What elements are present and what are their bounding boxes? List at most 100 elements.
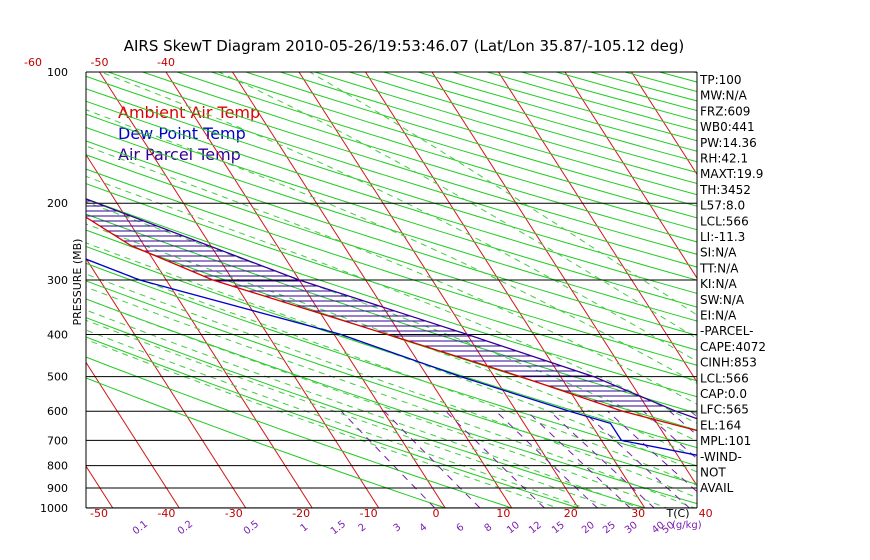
dry-adiabat-line bbox=[86, 280, 697, 485]
moist-adiabat-line bbox=[309, 72, 697, 316]
index-item: -PARCEL- bbox=[700, 324, 754, 338]
mixing-ratio-line bbox=[495, 410, 599, 508]
mixing-ratio-line bbox=[582, 410, 691, 508]
ambient-air-temp-line bbox=[86, 216, 697, 432]
top-temp-tick-label: -60 bbox=[24, 56, 42, 69]
moist-adiabat-line bbox=[86, 273, 697, 499]
mixing-ratio-label: 12 bbox=[527, 520, 544, 537]
mixing-ratio-line bbox=[340, 410, 436, 508]
moist-adiabat-line bbox=[86, 319, 614, 508]
isotherm-line bbox=[630, 72, 697, 176]
isotherm-line bbox=[86, 257, 247, 508]
index-item: CINH:853 bbox=[700, 356, 757, 370]
mixing-ratio-line bbox=[526, 410, 631, 508]
dry-adiabat-line bbox=[450, 72, 697, 142]
moist-adiabat-line bbox=[86, 338, 560, 508]
pressure-tick-label: 300 bbox=[47, 274, 68, 287]
dry-adiabat-line bbox=[853, 52, 870, 517]
dry-adiabat-line bbox=[313, 72, 697, 184]
dry-adiabat-line bbox=[786, 52, 870, 517]
chart-title: AIRS SkewT Diagram 2010-05-26/19:53:46.0… bbox=[124, 37, 685, 55]
mixing-ratio-line bbox=[800, 411, 870, 517]
pressure-tick-label: 800 bbox=[47, 460, 68, 473]
tick-labels: 1002003004005006007008009001000-120-110-… bbox=[24, 56, 713, 537]
pressure-tick-label: 700 bbox=[47, 434, 68, 447]
index-item: L57:8.0 bbox=[700, 199, 745, 213]
pressure-tick-label: 200 bbox=[47, 197, 68, 210]
isotherm-line bbox=[86, 361, 180, 508]
isotherm-line bbox=[497, 72, 697, 383]
isotherm-line bbox=[86, 153, 313, 508]
isotherm-line bbox=[364, 72, 646, 508]
dry-adiabat-line bbox=[86, 126, 697, 322]
dry-adiabat-line bbox=[819, 52, 870, 517]
mixing-ratio-label: 30 bbox=[623, 520, 640, 537]
pressure-tick-label: 1000 bbox=[40, 502, 68, 515]
bottom-temp-tick-label: -20 bbox=[292, 507, 310, 520]
index-item: MPL:101 bbox=[700, 434, 751, 448]
isotherm-line bbox=[752, 52, 870, 517]
index-item: PW:14.36 bbox=[700, 136, 757, 150]
moist-adiabat-line bbox=[86, 286, 696, 508]
dry-adiabat-line bbox=[86, 336, 581, 508]
cape-hatching bbox=[86, 200, 664, 407]
index-item: WB0:441 bbox=[700, 120, 755, 134]
index-item: -WIND- bbox=[700, 450, 742, 464]
isotherm-line bbox=[98, 72, 380, 508]
y-axis-label: PRESSURE (MB) bbox=[71, 239, 84, 326]
mixing-ratio-label: 1.5 bbox=[329, 519, 348, 537]
dry-adiabat-line bbox=[752, 52, 870, 517]
dry-adiabat-line bbox=[86, 198, 697, 398]
axes bbox=[85, 71, 698, 509]
isotherm-line bbox=[0, 52, 52, 517]
dry-adiabat-line bbox=[86, 168, 697, 366]
dry-adiabat-line bbox=[485, 72, 697, 132]
mixing-ratio-label: 6 bbox=[455, 522, 467, 535]
mixing-ratio-label: 10 bbox=[505, 520, 522, 537]
top-temp-tick-label: -40 bbox=[157, 56, 175, 69]
index-item: LFC:565 bbox=[700, 403, 749, 417]
mixing-ratio-label: 0.5 bbox=[242, 519, 261, 537]
dry-adiabat-line bbox=[86, 100, 697, 294]
mixing-ratio-label: 4 bbox=[418, 522, 430, 535]
bottom-temp-tick-label: 40 bbox=[699, 507, 713, 520]
index-item: FRZ:609 bbox=[700, 104, 750, 118]
mixing-ratio-line bbox=[445, 410, 546, 508]
legend-dew-point-temp: Dew Point Temp bbox=[118, 124, 246, 143]
index-item: CAP:0.0 bbox=[700, 387, 747, 401]
mixing-ratio-unit: (g/kg) bbox=[672, 520, 702, 531]
index-item: TT:N/A bbox=[699, 261, 739, 275]
pressure-tick-label: 600 bbox=[47, 405, 68, 418]
bottom-temp-tick-label: 20 bbox=[564, 507, 578, 520]
index-item: TP:100 bbox=[699, 73, 742, 87]
bottom-temp-tick-label: 30 bbox=[631, 507, 645, 520]
index-item: CAPE:4072 bbox=[700, 340, 766, 354]
mixing-ratio-line bbox=[759, 411, 870, 517]
mixing-ratio-line bbox=[384, 410, 481, 508]
bottom-temp-tick-label: -10 bbox=[360, 507, 378, 520]
isotherm-line bbox=[165, 72, 446, 508]
dry-adiabat-line bbox=[86, 356, 514, 508]
index-item: SI:N/A bbox=[700, 246, 737, 260]
dry-adiabat-line bbox=[86, 262, 697, 467]
legend-ambient-air-temp: Ambient Air Temp bbox=[118, 103, 260, 122]
dry-adiabat-line bbox=[86, 377, 448, 508]
mixing-ratio-label: 3 bbox=[392, 522, 404, 535]
mixing-ratio-line bbox=[855, 411, 870, 517]
index-item: EI:N/A bbox=[700, 309, 737, 323]
pressure-tick-label: 900 bbox=[47, 482, 68, 495]
dry-adiabat-line bbox=[86, 298, 697, 505]
mixing-ratio-line bbox=[730, 411, 856, 517]
moist-adiabat-line bbox=[86, 223, 697, 458]
mixing-ratio-line bbox=[831, 411, 870, 517]
pressure-tick-label: 100 bbox=[47, 66, 68, 79]
mixing-ratio-label: 8 bbox=[483, 522, 495, 535]
moist-adiabat-line bbox=[86, 329, 587, 508]
dry-adiabat-line bbox=[86, 229, 697, 431]
dew-point-temp-line bbox=[86, 258, 697, 456]
dry-adiabat-line bbox=[554, 72, 697, 112]
dry-adiabat-line bbox=[106, 72, 697, 255]
air-parcel-temp-line bbox=[86, 198, 697, 420]
